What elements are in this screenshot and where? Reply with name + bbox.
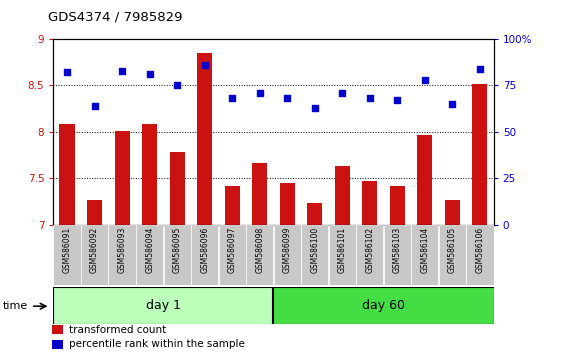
Text: day 60: day 60 bbox=[362, 299, 405, 312]
Text: day 1: day 1 bbox=[146, 299, 181, 312]
Bar bbox=[445, 200, 460, 225]
Bar bbox=[219, 225, 246, 285]
Text: time: time bbox=[3, 301, 28, 311]
Bar bbox=[472, 85, 488, 225]
Point bbox=[200, 62, 209, 68]
Bar bbox=[252, 162, 267, 225]
Point bbox=[393, 97, 402, 103]
Point bbox=[90, 103, 99, 109]
Point bbox=[448, 101, 457, 107]
Bar bbox=[52, 325, 63, 334]
Bar bbox=[246, 225, 273, 285]
Bar bbox=[329, 225, 356, 285]
Point bbox=[173, 82, 182, 88]
Point bbox=[420, 77, 429, 82]
Bar bbox=[108, 225, 136, 285]
Bar bbox=[411, 225, 439, 285]
Point bbox=[228, 96, 237, 101]
Bar bbox=[362, 181, 378, 225]
Point bbox=[310, 105, 319, 110]
Bar bbox=[466, 225, 494, 285]
Text: GSM586094: GSM586094 bbox=[145, 227, 154, 273]
Bar bbox=[307, 204, 323, 225]
Bar bbox=[356, 225, 384, 285]
Text: GDS4374 / 7985829: GDS4374 / 7985829 bbox=[48, 10, 182, 23]
Bar bbox=[59, 124, 75, 225]
Text: GSM586105: GSM586105 bbox=[448, 227, 457, 273]
Point bbox=[475, 66, 484, 72]
Point bbox=[63, 69, 72, 75]
Text: transformed count: transformed count bbox=[69, 325, 167, 335]
Bar bbox=[384, 225, 411, 285]
Text: GSM586091: GSM586091 bbox=[63, 227, 72, 273]
Text: percentile rank within the sample: percentile rank within the sample bbox=[69, 339, 245, 349]
Bar bbox=[280, 183, 295, 225]
Bar bbox=[87, 200, 102, 225]
Point bbox=[145, 72, 154, 77]
Bar bbox=[53, 225, 81, 285]
Text: GSM586093: GSM586093 bbox=[118, 227, 127, 273]
Bar bbox=[81, 225, 108, 285]
Bar bbox=[301, 225, 328, 285]
Text: GSM586103: GSM586103 bbox=[393, 227, 402, 273]
Point bbox=[255, 90, 264, 96]
Bar bbox=[224, 186, 240, 225]
Bar bbox=[169, 152, 185, 225]
Bar bbox=[142, 124, 157, 225]
Bar bbox=[390, 186, 405, 225]
Bar bbox=[274, 225, 301, 285]
Text: GSM586095: GSM586095 bbox=[173, 227, 182, 273]
Text: GSM586106: GSM586106 bbox=[475, 227, 484, 273]
Bar bbox=[197, 53, 212, 225]
Bar bbox=[114, 131, 130, 225]
Bar bbox=[417, 135, 433, 225]
Point bbox=[118, 68, 127, 73]
Text: GSM586099: GSM586099 bbox=[283, 227, 292, 273]
Bar bbox=[191, 225, 218, 285]
Text: GSM586092: GSM586092 bbox=[90, 227, 99, 273]
Bar bbox=[53, 287, 274, 324]
Bar bbox=[163, 225, 191, 285]
Text: GSM586104: GSM586104 bbox=[420, 227, 429, 273]
Bar bbox=[273, 287, 494, 324]
Bar bbox=[136, 225, 163, 285]
Text: GSM586097: GSM586097 bbox=[228, 227, 237, 273]
Text: GSM586098: GSM586098 bbox=[255, 227, 264, 273]
Point bbox=[283, 96, 292, 101]
Point bbox=[365, 96, 374, 101]
Point bbox=[338, 90, 347, 96]
Text: GSM586100: GSM586100 bbox=[310, 227, 319, 273]
Text: GSM586102: GSM586102 bbox=[365, 227, 374, 273]
Text: GSM586101: GSM586101 bbox=[338, 227, 347, 273]
Bar bbox=[335, 166, 350, 225]
Bar bbox=[439, 225, 466, 285]
Bar bbox=[52, 339, 63, 349]
Text: GSM586096: GSM586096 bbox=[200, 227, 209, 273]
